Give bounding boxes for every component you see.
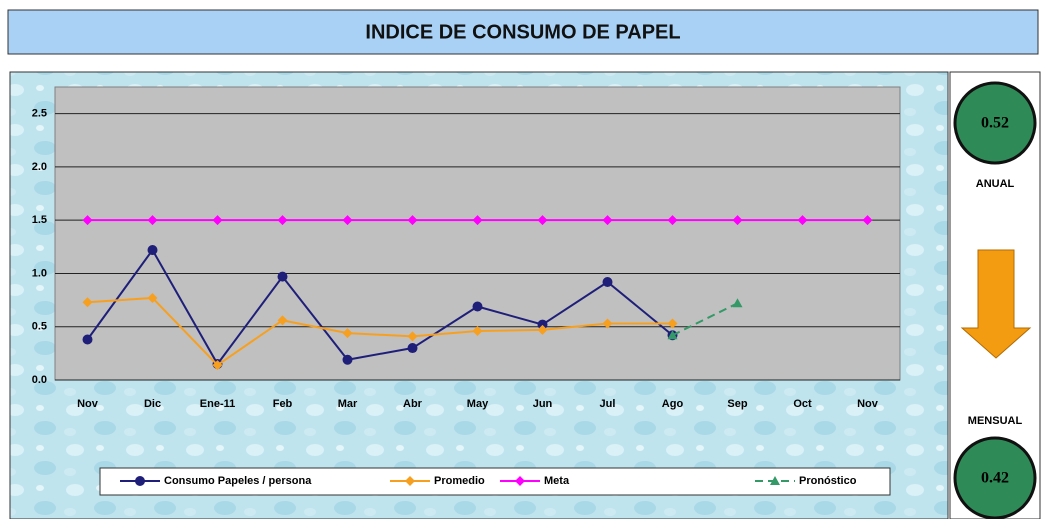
x-tick-label: Feb bbox=[273, 398, 293, 410]
legend-label: Promedio bbox=[434, 475, 485, 487]
point bbox=[862, 215, 873, 226]
point bbox=[277, 215, 288, 226]
x-tick-label: May bbox=[467, 398, 489, 410]
y-tick-label: 0.0 bbox=[32, 374, 47, 386]
legend-marker bbox=[405, 476, 415, 486]
point bbox=[472, 325, 483, 336]
point bbox=[667, 318, 678, 329]
point bbox=[82, 297, 93, 308]
x-tick-label: Dic bbox=[144, 398, 161, 410]
legend-label: Pronóstico bbox=[799, 475, 857, 487]
point bbox=[732, 298, 743, 308]
point bbox=[602, 215, 613, 226]
x-tick-label: Nov bbox=[857, 398, 879, 410]
annual-label: ANUAL bbox=[976, 178, 1015, 190]
point bbox=[277, 271, 288, 282]
point bbox=[667, 215, 678, 226]
legend-marker bbox=[135, 476, 145, 486]
legend-marker bbox=[515, 476, 525, 486]
point bbox=[212, 215, 223, 226]
point bbox=[147, 215, 158, 226]
point bbox=[147, 245, 158, 256]
y-tick-label: 1.0 bbox=[32, 267, 47, 279]
series-line bbox=[87, 296, 673, 367]
point bbox=[82, 215, 93, 226]
y-tick-label: 0.5 bbox=[32, 321, 47, 333]
title-bar bbox=[7, 9, 1039, 55]
annual-value: 0.52 bbox=[981, 115, 1009, 132]
point bbox=[602, 276, 613, 287]
point bbox=[732, 215, 743, 226]
point bbox=[277, 315, 288, 326]
point bbox=[342, 328, 353, 339]
trend-arrow bbox=[960, 249, 1032, 359]
y-tick-label: 2.0 bbox=[32, 161, 47, 173]
x-tick-label: Ene-11 bbox=[200, 398, 235, 410]
legend-label: Consumo Papeles / persona bbox=[164, 475, 312, 487]
point bbox=[407, 215, 418, 226]
point bbox=[667, 330, 678, 340]
x-tick-label: Jun bbox=[533, 398, 553, 410]
legend-marker bbox=[770, 476, 780, 485]
monthly-circle bbox=[953, 436, 1037, 519]
y-tick-label: 1.5 bbox=[32, 214, 47, 226]
point bbox=[472, 215, 483, 226]
point bbox=[537, 319, 548, 330]
point bbox=[147, 292, 158, 303]
monthly-label: MENSUAL bbox=[968, 415, 1023, 427]
x-tick-label: Oct bbox=[793, 398, 812, 410]
x-tick-label: Jul bbox=[600, 398, 616, 410]
point bbox=[537, 324, 548, 335]
x-tick-label: Ago bbox=[662, 398, 684, 410]
point bbox=[342, 354, 353, 365]
x-tick-label: Mar bbox=[338, 398, 358, 410]
point bbox=[602, 318, 613, 329]
y-tick-label: 2.5 bbox=[32, 108, 47, 120]
point bbox=[342, 215, 353, 226]
plot-area bbox=[54, 86, 901, 381]
point bbox=[407, 343, 418, 354]
point bbox=[212, 360, 223, 371]
point bbox=[797, 215, 808, 226]
point bbox=[537, 215, 548, 226]
point bbox=[82, 334, 93, 345]
point bbox=[407, 331, 418, 342]
monthly-value: 0.42 bbox=[981, 470, 1009, 487]
annual-circle bbox=[953, 81, 1037, 165]
x-tick-label: Abr bbox=[403, 398, 423, 410]
legend-label: Meta bbox=[544, 475, 570, 487]
chart-title: INDICE DE CONSUMO DE PAPEL bbox=[365, 21, 680, 43]
series-line bbox=[86, 248, 674, 366]
point bbox=[472, 301, 483, 312]
x-tick-label: Sep bbox=[727, 398, 747, 410]
x-tick-label: Nov bbox=[77, 398, 99, 410]
